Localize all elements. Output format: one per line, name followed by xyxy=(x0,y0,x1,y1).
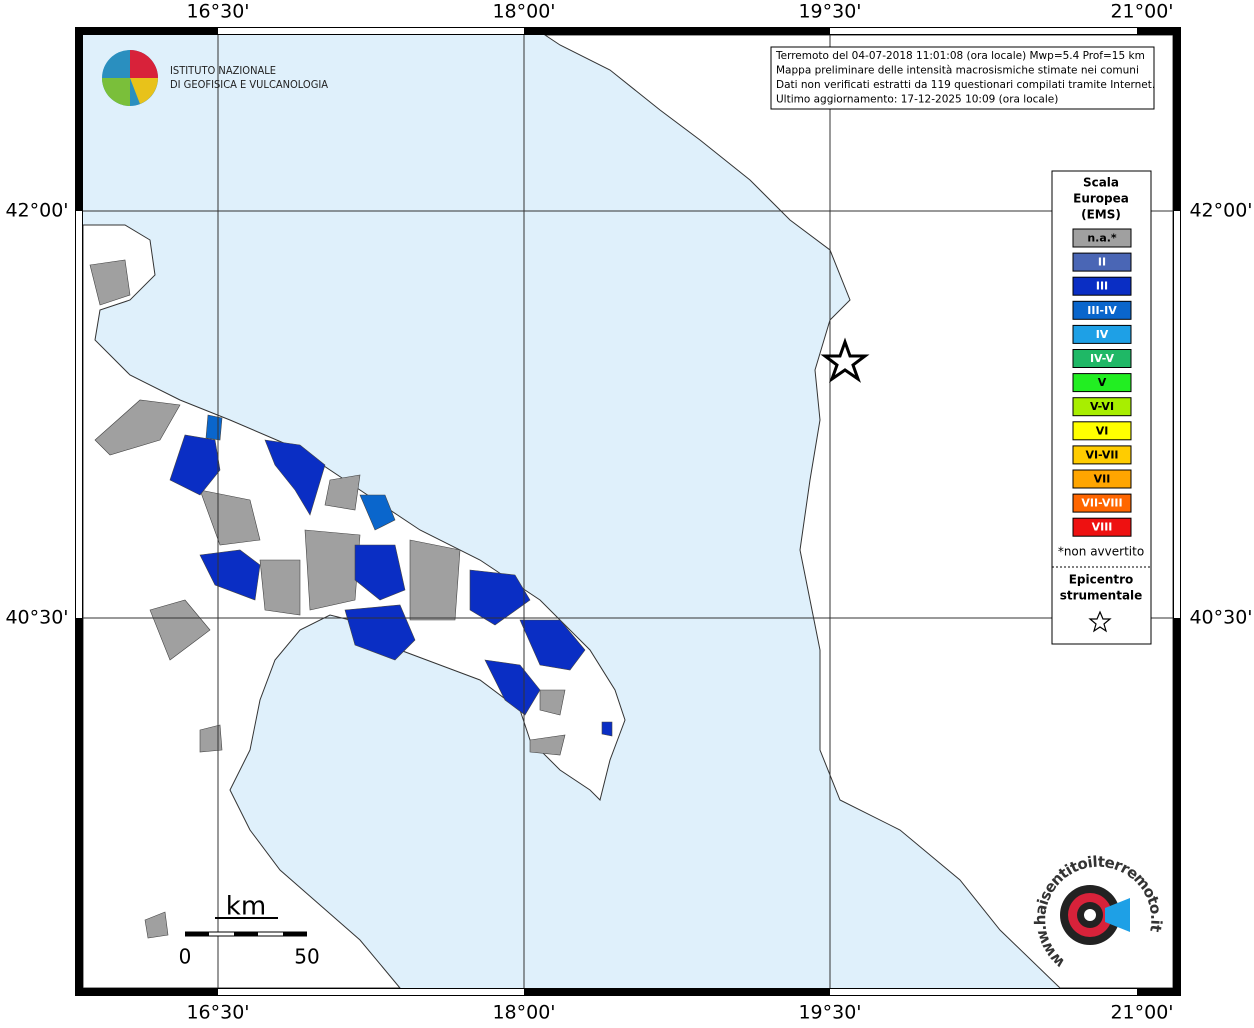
axis-label: 40°30' xyxy=(5,607,68,629)
legend-label: IV xyxy=(1096,328,1109,341)
logo: ISTITUTO NAZIONALE DI GEOFISICA E VULCAN… xyxy=(102,50,328,106)
info-line: Mappa preliminare delle intensità macros… xyxy=(776,65,1139,77)
legend-swatch xyxy=(1072,252,1132,272)
municipalities xyxy=(89,259,613,939)
legend-title: Europea xyxy=(1073,192,1129,206)
legend-label: n.a.* xyxy=(1087,232,1117,245)
legend-swatch xyxy=(1072,324,1132,344)
legend-epicenter: strumentale xyxy=(1060,589,1143,603)
legend-swatch xyxy=(1072,349,1132,368)
legend-label: VIII xyxy=(1092,521,1113,534)
legend-note: *non avvertito xyxy=(1058,545,1144,559)
info-line: Dati non verificati estratti da 119 ques… xyxy=(776,79,1155,91)
legend-swatch xyxy=(1072,276,1132,296)
balkan-land xyxy=(543,34,1174,989)
legend-swatch xyxy=(1072,445,1132,465)
legend-title: (EMS) xyxy=(1081,208,1121,222)
legend-swatch xyxy=(1072,493,1132,513)
legend-swatch xyxy=(1072,228,1132,248)
legend-swatch xyxy=(1072,373,1132,393)
legend-label: III-IV xyxy=(1087,304,1117,317)
scale-unit: km xyxy=(226,892,266,922)
legend-label: VII-VIII xyxy=(1081,497,1122,510)
epicenter-star xyxy=(820,337,870,383)
scale-bar: km 0 50 xyxy=(179,892,320,969)
axis-label: 18°00' xyxy=(492,1,555,23)
axis-label: 40°30' xyxy=(1189,607,1252,629)
legend-swatch xyxy=(1072,397,1132,417)
frame xyxy=(75,27,1181,996)
legend-label: V xyxy=(1098,376,1107,389)
legend-title: Scala xyxy=(1083,176,1119,190)
axis-label: 19°30' xyxy=(798,1002,861,1024)
scale-min: 0 xyxy=(179,945,192,969)
axis-label: 16°30' xyxy=(186,1,249,23)
axis-label: 21°00' xyxy=(1110,1002,1173,1024)
legend-star xyxy=(1088,610,1112,633)
legend-swatch xyxy=(1072,421,1132,441)
logo-text: ISTITUTO NAZIONALE xyxy=(170,64,276,77)
axis-label: 21°00' xyxy=(1110,1,1173,23)
axis-label: 16°30' xyxy=(186,1002,249,1024)
info-box: Terremoto del 04-07-2018 11:01:08 (ora l… xyxy=(770,46,1155,110)
legend-label: VI-VII xyxy=(1085,448,1118,461)
legend-label: V-VI xyxy=(1090,400,1114,413)
legend-swatch xyxy=(1072,469,1132,489)
axis-label: 19°30' xyxy=(798,1,861,23)
axis-label: 42°00' xyxy=(1189,200,1252,222)
legend: *non avvertito Epicentro strumentale Sca… xyxy=(1051,170,1152,645)
legend-label: VI xyxy=(1096,424,1109,437)
frame-ticks xyxy=(76,28,1180,995)
scale-max: 50 xyxy=(294,945,319,969)
legend-label: VII xyxy=(1094,473,1111,486)
legend-label: II xyxy=(1098,256,1106,269)
legend-label: IV-V xyxy=(1090,352,1115,365)
legend-epicenter: Epicentro xyxy=(1069,573,1134,587)
legend-swatch xyxy=(1072,300,1132,320)
axis-label: 42°00' xyxy=(5,200,68,222)
info-line: Terremoto del 04-07-2018 11:01:08 (ora l… xyxy=(775,50,1145,62)
legend-swatch xyxy=(1072,517,1132,537)
axis-label: 18°00' xyxy=(492,1002,555,1024)
legend-label: III xyxy=(1096,280,1108,293)
graticule xyxy=(83,35,1173,988)
logo-text: DI GEOFISICA E VULCANOLOGIA xyxy=(170,78,328,91)
info-line: Ultimo aggiornamento: 17-12-2025 10:09 (… xyxy=(776,94,1058,106)
